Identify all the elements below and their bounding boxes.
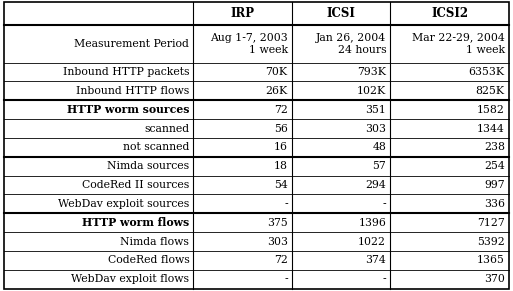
Text: 374: 374 xyxy=(365,255,386,265)
Text: 26K: 26K xyxy=(266,86,288,96)
Text: -: - xyxy=(383,199,386,209)
Text: 1365: 1365 xyxy=(477,255,505,265)
Text: 351: 351 xyxy=(365,105,386,115)
Text: 56: 56 xyxy=(274,124,288,134)
Text: 294: 294 xyxy=(365,180,386,190)
Text: 16: 16 xyxy=(274,142,288,152)
Text: 303: 303 xyxy=(365,124,386,134)
Text: IRP: IRP xyxy=(231,7,254,20)
Text: 1344: 1344 xyxy=(477,124,505,134)
Text: Nimda sources: Nimda sources xyxy=(107,161,189,171)
Text: 7127: 7127 xyxy=(477,218,505,228)
Text: 54: 54 xyxy=(274,180,288,190)
Text: -: - xyxy=(383,274,386,284)
Text: 825K: 825K xyxy=(476,86,505,96)
Text: -: - xyxy=(284,199,288,209)
Text: 1582: 1582 xyxy=(477,105,505,115)
Text: 57: 57 xyxy=(372,161,386,171)
Text: 1022: 1022 xyxy=(358,237,386,246)
Text: Aug 1-7, 2003
1 week: Aug 1-7, 2003 1 week xyxy=(210,33,288,55)
Text: ICSI2: ICSI2 xyxy=(431,7,468,20)
Text: CodeRed II sources: CodeRed II sources xyxy=(82,180,189,190)
Text: Inbound HTTP packets: Inbound HTTP packets xyxy=(63,67,189,77)
Text: HTTP worm sources: HTTP worm sources xyxy=(67,104,189,115)
Text: 102K: 102K xyxy=(357,86,386,96)
Text: 303: 303 xyxy=(267,237,288,246)
Text: Jan 26, 2004
24 hours: Jan 26, 2004 24 hours xyxy=(316,33,386,55)
Text: 18: 18 xyxy=(274,161,288,171)
Text: 238: 238 xyxy=(484,142,505,152)
Text: Inbound HTTP flows: Inbound HTTP flows xyxy=(76,86,189,96)
Text: 72: 72 xyxy=(274,255,288,265)
Text: 5392: 5392 xyxy=(477,237,505,246)
Text: HTTP worm flows: HTTP worm flows xyxy=(82,217,189,228)
Text: 70K: 70K xyxy=(266,67,288,77)
Text: 793K: 793K xyxy=(357,67,386,77)
Text: 1396: 1396 xyxy=(358,218,386,228)
Text: 72: 72 xyxy=(274,105,288,115)
Text: ICSI: ICSI xyxy=(327,7,356,20)
Text: 370: 370 xyxy=(484,274,505,284)
Text: Nimda flows: Nimda flows xyxy=(121,237,189,246)
Text: 375: 375 xyxy=(267,218,288,228)
Text: 336: 336 xyxy=(484,199,505,209)
Text: 48: 48 xyxy=(372,142,386,152)
Text: 6353K: 6353K xyxy=(469,67,505,77)
Text: 997: 997 xyxy=(484,180,505,190)
Text: scanned: scanned xyxy=(144,124,189,134)
Text: WebDav exploit flows: WebDav exploit flows xyxy=(71,274,189,284)
Text: Measurement Period: Measurement Period xyxy=(74,39,189,49)
Text: CodeRed flows: CodeRed flows xyxy=(108,255,189,265)
Text: 254: 254 xyxy=(484,161,505,171)
Text: WebDav exploit sources: WebDav exploit sources xyxy=(58,199,189,209)
Text: not scanned: not scanned xyxy=(123,142,189,152)
Text: -: - xyxy=(284,274,288,284)
Text: Mar 22-29, 2004
1 week: Mar 22-29, 2004 1 week xyxy=(412,33,505,55)
